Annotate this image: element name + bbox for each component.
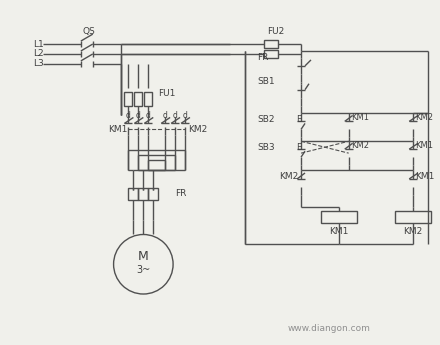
Text: KM1: KM1 bbox=[329, 227, 348, 236]
Bar bbox=[128, 188, 138, 200]
Text: FU1: FU1 bbox=[158, 89, 176, 98]
Text: KM2: KM2 bbox=[403, 227, 423, 236]
Bar bbox=[144, 92, 152, 106]
Text: E: E bbox=[296, 143, 301, 152]
Bar bbox=[264, 40, 278, 48]
Text: KM1: KM1 bbox=[415, 141, 433, 150]
Text: d: d bbox=[136, 111, 141, 120]
Text: SB3: SB3 bbox=[257, 143, 275, 152]
Bar bbox=[134, 92, 143, 106]
Text: d: d bbox=[126, 111, 131, 120]
Text: KM1: KM1 bbox=[415, 172, 435, 181]
Text: d: d bbox=[146, 111, 151, 120]
Text: FU2: FU2 bbox=[268, 27, 285, 36]
Text: KM2: KM2 bbox=[188, 125, 207, 134]
Text: E: E bbox=[296, 115, 301, 124]
Text: L1: L1 bbox=[33, 40, 44, 49]
Bar bbox=[321, 211, 356, 223]
Text: KM2: KM2 bbox=[351, 141, 369, 150]
Text: d: d bbox=[163, 111, 168, 120]
Text: KM2: KM2 bbox=[279, 172, 298, 181]
Bar bbox=[264, 50, 278, 58]
Text: FR: FR bbox=[175, 189, 187, 198]
Bar bbox=[395, 211, 431, 223]
Text: www.diangon.com: www.diangon.com bbox=[287, 324, 370, 333]
Bar bbox=[125, 92, 132, 106]
Text: KM1: KM1 bbox=[351, 113, 369, 122]
Text: d: d bbox=[172, 111, 177, 120]
Text: L2: L2 bbox=[33, 49, 44, 58]
Text: KM2: KM2 bbox=[415, 113, 433, 122]
Bar bbox=[138, 188, 148, 200]
Text: L3: L3 bbox=[33, 59, 44, 68]
Text: 3~: 3~ bbox=[136, 265, 150, 275]
Text: d: d bbox=[183, 111, 187, 120]
Text: SB1: SB1 bbox=[257, 77, 275, 86]
Text: FR: FR bbox=[257, 53, 269, 62]
Text: SB2: SB2 bbox=[257, 115, 275, 124]
Text: M: M bbox=[138, 250, 149, 263]
Text: QS: QS bbox=[82, 27, 95, 36]
Text: KM1: KM1 bbox=[109, 125, 128, 134]
Bar bbox=[148, 188, 158, 200]
